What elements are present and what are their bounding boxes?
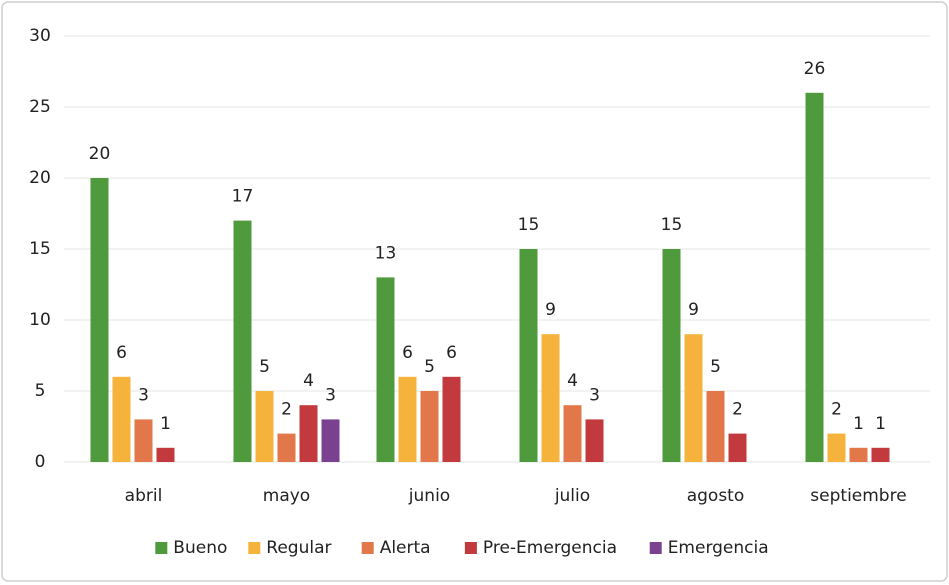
y-tick-label: 5 bbox=[35, 381, 46, 401]
data-label: 5 bbox=[424, 357, 435, 377]
x-tick-label: mayo bbox=[263, 486, 310, 506]
legend-label: Bueno bbox=[173, 538, 227, 558]
bar bbox=[277, 433, 296, 462]
bar bbox=[321, 419, 340, 462]
data-label: 2 bbox=[281, 400, 292, 420]
data-label: 6 bbox=[402, 343, 413, 363]
bar bbox=[519, 249, 538, 462]
bar bbox=[156, 447, 175, 462]
legend-swatch bbox=[155, 542, 168, 554]
x-tick-label: junio bbox=[408, 486, 450, 506]
bar bbox=[827, 433, 846, 462]
data-label: 15 bbox=[661, 215, 683, 235]
data-label: 2 bbox=[831, 400, 842, 420]
bar bbox=[299, 405, 318, 462]
data-label: 6 bbox=[116, 343, 127, 363]
data-label: 3 bbox=[138, 385, 149, 405]
y-tick-label: 30 bbox=[29, 26, 51, 46]
legend-swatch bbox=[649, 542, 662, 554]
y-tick-label: 25 bbox=[29, 97, 51, 117]
y-tick-label: 20 bbox=[29, 168, 51, 188]
data-label: 1 bbox=[160, 414, 171, 434]
data-label: 9 bbox=[545, 300, 556, 320]
data-label: 5 bbox=[259, 357, 270, 377]
bar bbox=[849, 447, 868, 462]
bar bbox=[233, 220, 252, 462]
bar bbox=[541, 334, 560, 462]
bar bbox=[90, 178, 109, 462]
bar bbox=[706, 391, 725, 462]
data-label: 4 bbox=[567, 371, 578, 391]
bar bbox=[112, 376, 131, 462]
data-label: 15 bbox=[518, 215, 540, 235]
x-tick-label: agosto bbox=[687, 486, 745, 506]
legend-swatch bbox=[248, 542, 261, 554]
y-tick-label: 10 bbox=[29, 310, 51, 330]
bar bbox=[871, 447, 890, 462]
bar bbox=[684, 334, 703, 462]
bar bbox=[398, 376, 417, 462]
bar bbox=[134, 419, 153, 462]
data-label: 26 bbox=[804, 59, 826, 79]
x-tick-label: septiembre bbox=[810, 486, 906, 506]
x-tick-label: julio bbox=[554, 486, 590, 506]
y-tick-label: 15 bbox=[29, 239, 51, 259]
bar bbox=[255, 391, 274, 462]
bar bbox=[563, 405, 582, 462]
data-label: 3 bbox=[325, 385, 336, 405]
data-label: 3 bbox=[589, 385, 600, 405]
data-label: 4 bbox=[303, 371, 314, 391]
bar bbox=[585, 419, 604, 462]
data-label: 2 bbox=[732, 400, 743, 420]
data-label: 20 bbox=[89, 144, 111, 164]
bar bbox=[420, 391, 439, 462]
data-label: 17 bbox=[232, 187, 254, 207]
x-tick-label: abril bbox=[125, 486, 163, 506]
bar bbox=[728, 433, 747, 462]
data-label: 1 bbox=[853, 414, 864, 434]
data-label: 5 bbox=[710, 357, 721, 377]
bar bbox=[376, 277, 395, 462]
data-label: 1 bbox=[875, 414, 886, 434]
data-label: 9 bbox=[688, 300, 699, 320]
data-label: 6 bbox=[446, 343, 457, 363]
legend-swatch bbox=[361, 542, 374, 554]
legend-label: Pre-Emergencia bbox=[483, 538, 617, 558]
bar bbox=[662, 249, 681, 462]
legend-label: Regular bbox=[266, 538, 331, 558]
data-label: 13 bbox=[375, 243, 397, 263]
bar bbox=[442, 376, 461, 462]
bar bbox=[805, 92, 824, 463]
legend-swatch bbox=[464, 542, 477, 554]
legend-label: Alerta bbox=[380, 538, 431, 558]
y-tick-label: 0 bbox=[35, 452, 46, 472]
legend-label: Emergencia bbox=[668, 538, 769, 558]
